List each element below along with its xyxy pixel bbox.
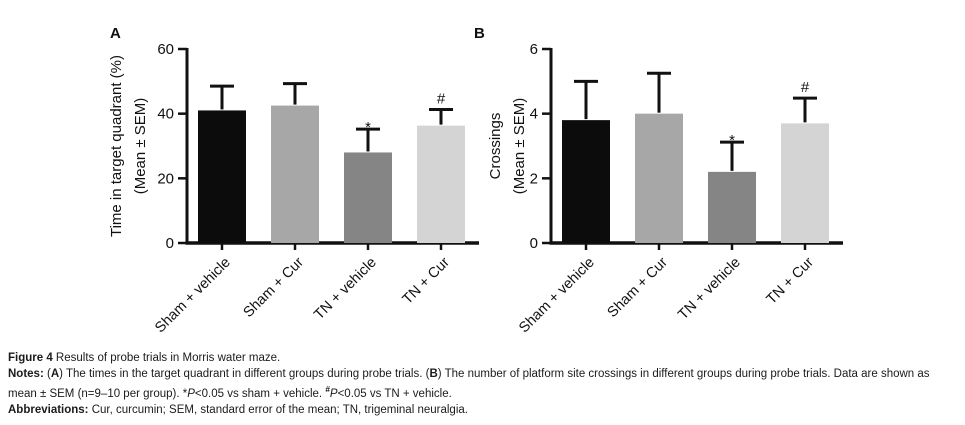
x-tick-label: Sham + Cur [241,254,307,320]
x-tick-label: Sham + Cur [605,254,671,320]
bar-sham-cur [635,113,683,244]
x-tick-label: TN + vehicle [675,255,744,324]
bar-tn-cur [417,125,465,243]
x-tick-label: Sham + vehicle [516,255,598,337]
caption-segment: A [50,368,60,380]
y-axis-label-line: Crossings [487,113,504,180]
caption-segment: <0.05 vs sham + vehicle. [194,387,326,400]
significance-marker: # [437,90,446,107]
caption-notes: Notes: (A) The times in the target quadr… [8,366,958,402]
figure-caption: Figure 4 Results of probe trials in Morr… [8,350,958,418]
bar-tn-vehicle [708,171,756,243]
y-tick-label: 0 [166,235,174,252]
caption-segment: Results of probe trials in Morris water … [52,352,281,364]
caption-segment: <0.05 vs TN + vehicle. [337,387,452,400]
x-tick-label: TN + Cur [400,254,453,307]
bar-sham-vehicle [562,120,610,243]
caption-figure-title: Figure 4 Results of probe trials in Morr… [8,350,958,366]
caption-segment: P [187,387,195,400]
y-tick-label: 6 [530,41,538,58]
caption-segment: # [325,385,330,394]
x-tick-label: Sham + vehicle [152,255,234,337]
caption-segment: ) The number of platform site crossings … [8,368,930,400]
bar-tn-cur [781,123,829,243]
chart-B: B 0 2 4 6 Crossings (Mean ± SEM) Sham + vehicle… [474,25,843,337]
y-tick-label: 2 [530,170,538,187]
y-tick-label: 40 [157,106,174,123]
panel-label-A: A [110,25,121,42]
y-tick-label: 20 [157,170,174,187]
significance-marker: * [365,119,371,136]
y-axis-label-line: Time in target quadrant (%) [108,55,125,237]
x-tick-label: TN + vehicle [311,255,380,324]
y-axis-label-line: (Mean ± SEM) [511,98,528,195]
x-tick-label: TN + Cur [764,254,817,307]
bar-sham-vehicle [198,110,246,243]
y-tick-label: 0 [530,235,538,252]
caption-abbreviations: Abbreviations: Cur, curcumin; SEM, stand… [8,402,958,418]
significance-marker: * [729,132,735,149]
caption-segment: ( [43,368,51,380]
caption-segment: Notes: [8,368,44,380]
chart-A: A 0 20 40 60 Time in target quadrant (%) (Mean… [108,25,479,337]
significance-marker: # [801,79,810,96]
caption-segment: Cur, curcumin; SEM, standard error of th… [88,403,468,416]
bar-sham-cur [271,105,319,243]
y-tick-label: 60 [157,41,174,58]
caption-segment: ) The times in the target quadrant in di… [59,368,430,380]
y-axis-label-line: (Mean ± SEM) [132,98,149,195]
charts-row: A 0 20 40 60 Time in target quadrant (%) (Mean… [108,25,843,337]
bar-tn-vehicle [344,152,392,243]
caption-segment: B [429,368,438,380]
caption-segment: Figure 4 [8,352,53,364]
caption-segment: P [329,387,338,400]
caption-segment: Abbreviations: [8,403,89,416]
y-tick-label: 4 [530,106,538,123]
panel-label-B: B [474,25,485,42]
